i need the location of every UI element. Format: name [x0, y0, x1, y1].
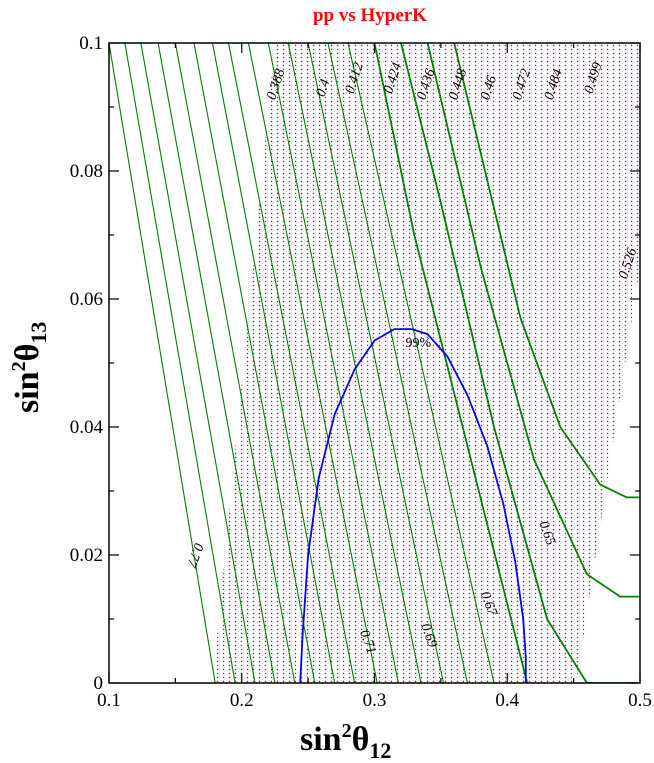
dotted-contour-label-1: 0.4	[314, 77, 334, 98]
dotted-region	[212, 43, 640, 683]
x-tick-label: 0.5	[628, 690, 652, 711]
y-tick-label: 0.06	[70, 289, 103, 310]
x-axis-label-sub: 12	[369, 738, 391, 763]
green-contour-6	[211, 43, 336, 683]
x-tick-label: 0.3	[363, 690, 387, 711]
green-contour-1	[124, 43, 236, 683]
y-axis-label: sin2θ13	[8, 322, 51, 413]
x-tick-label: 0.4	[495, 690, 519, 711]
green-contour-0	[109, 43, 216, 683]
green-contour-7	[227, 43, 356, 683]
green-contour-label-0: 0.77	[183, 541, 206, 570]
y-tick-label: 0.08	[70, 161, 103, 182]
y-axis-label-base: sin	[9, 371, 46, 413]
x-axis-label-base: sin	[300, 721, 342, 758]
y-axis-label-sup: 2	[8, 361, 30, 371]
green-contour-2	[140, 43, 256, 683]
green-contour-5	[193, 43, 316, 683]
green-contour-14	[373, 43, 529, 683]
dotted-fill	[212, 43, 640, 683]
green-contour-4	[174, 43, 296, 683]
x-tick-label: 0.1	[97, 690, 121, 711]
axis-ticks: 0.1 0.2 0.3 0.4 0.5 0 0.02 0.04 0.06 0.08 0.1	[70, 33, 652, 711]
green-contour-13	[347, 43, 495, 683]
green-contour-3	[157, 43, 276, 683]
y-tick-label: 0	[94, 673, 104, 694]
confidence-label: 99%	[405, 336, 431, 351]
confidence-contour-99	[299, 328, 527, 683]
y-axis-label-symbol: θ	[9, 344, 46, 362]
y-tick-label: 0.04	[70, 417, 104, 438]
y-axis-label-sub: 13	[26, 322, 51, 344]
contour-lines: 99%	[109, 43, 640, 683]
x-axis-label-symbol: θ	[352, 721, 370, 758]
y-tick-label: 0.1	[79, 33, 103, 54]
green-contour-9	[267, 43, 399, 683]
x-tick-label: 0.2	[230, 690, 254, 711]
green-contour-11	[307, 43, 445, 683]
green-contour-10	[287, 43, 422, 683]
green-contour-15	[400, 43, 640, 683]
dotted-contour-label-6: 0.46	[478, 74, 500, 102]
green-contour-17	[453, 43, 640, 499]
green-contour-12	[327, 43, 468, 683]
x-axis-label-sup: 2	[342, 720, 352, 742]
x-axis-label: sin2θ12	[300, 720, 391, 763]
green-contour-8	[247, 43, 378, 683]
y-tick-label: 0.02	[70, 545, 103, 566]
chart-title: pp vs HyperK	[313, 5, 427, 26]
green-contour-16	[426, 43, 640, 598]
